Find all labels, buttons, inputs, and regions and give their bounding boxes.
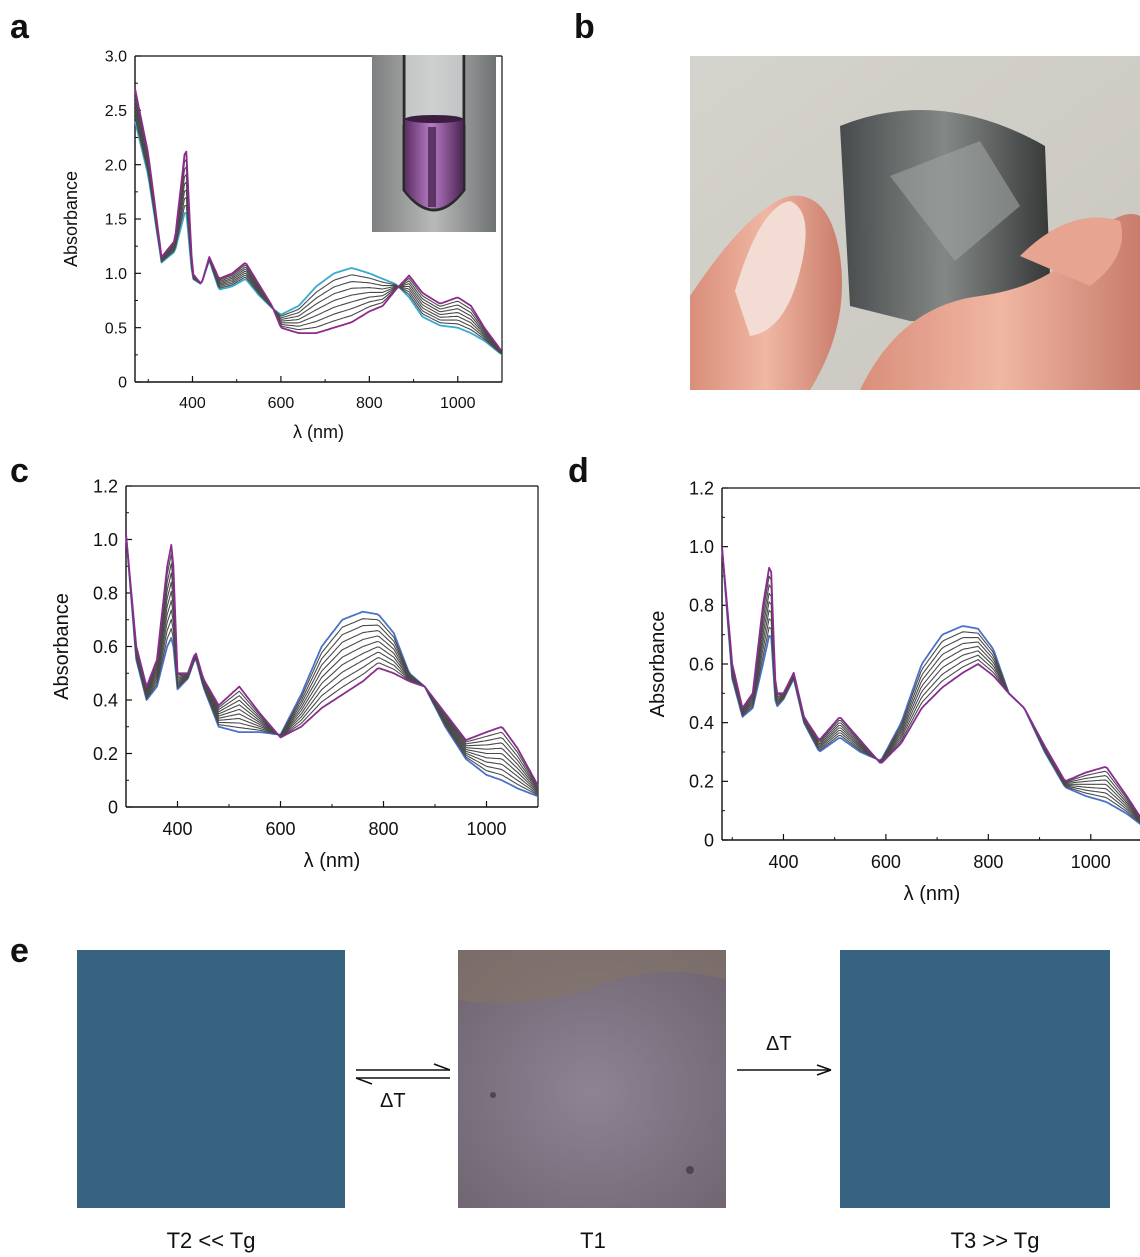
absorbance-chart-a: 0 0.5 1.0 1.5 2.0 2.5 3.0 400 600 800 1000 λ (nm) Ab… [61,49,503,442]
film-photo-t3 [840,950,1110,1208]
x-tick-label: 400 [162,819,192,839]
y-tick-label: 0.4 [93,690,118,710]
y-tick-label: 2.5 [105,103,127,120]
y-tick-label: 2.0 [105,157,127,174]
series-intermediate [125,534,539,793]
y-tick-label: 3.0 [105,49,127,66]
x-tick-label: 1000 [1071,852,1111,872]
x-axis-label: λ (nm) [904,883,961,905]
equilibrium-arrow [355,1063,451,1085]
y-tick-label: 1.0 [689,537,714,557]
x-tick-label: 800 [368,819,398,839]
y-tick-label: 0.6 [93,637,118,657]
y-tick-label: 0.6 [689,654,714,674]
x-tick-label: 800 [356,395,383,412]
x-tick-label: 600 [871,852,901,872]
x-axis-label: λ (nm) [293,422,344,442]
series-intermediate [125,534,539,796]
y-tick-label: 0.2 [689,772,714,792]
caption-t3: T3 >> Tg [950,1228,1040,1253]
absorbance-chart-c: 0 0.2 0.4 0.6 0.8 1.0 1.2 400 600 800 1000 λ (nm) Ab… [51,476,539,872]
delta-t-label-1: ΔT [380,1090,406,1112]
caption-t2: T2 << Tg [166,1228,256,1253]
series-intermediate [721,546,1140,822]
series-intermediate [721,546,1140,820]
series-intermediate [721,546,1140,821]
y-tick-label: 0.8 [689,596,714,616]
panel-letter-b: b [574,8,595,46]
film-photo-t1 [458,950,726,1208]
x-tick-label: 800 [973,852,1003,872]
x-axis-label: λ (nm) [304,850,361,872]
panel-letter-c: c [10,452,29,490]
y-axis-label: Absorbance [61,171,81,267]
y-tick-label: 0.8 [93,583,118,603]
panel-letter-a: a [10,8,29,46]
panel-letter-e: e [10,932,29,970]
absorbance-chart-d: 0 0.2 0.4 0.6 0.8 1.0 1.2 400 600 800 1000 λ (nm) Ab… [647,478,1140,905]
panel-letter-d: d [568,452,589,490]
delta-t-label-2: ΔT [766,1033,792,1055]
series-final [125,534,539,787]
series-intermediate [721,546,1140,824]
forward-arrow [737,1064,832,1076]
y-tick-label: 1.2 [689,478,714,498]
y-tick-label: 0.2 [93,744,118,764]
series-intermediate [125,534,539,790]
series-final [134,88,502,351]
y-tick-label: 1.0 [93,530,118,550]
y-axis-label: Absorbance [647,611,669,718]
x-tick-label: 1000 [466,819,506,839]
y-tick-label: 0 [118,375,127,392]
flexible-film-photo [690,56,1140,390]
x-tick-label: 1000 [440,395,476,412]
y-tick-label: 1.2 [93,476,118,496]
x-tick-label: 400 [768,852,798,872]
caption-t1: T1 [580,1228,606,1253]
y-tick-label: 0.5 [105,320,127,337]
series-final [721,546,1140,818]
y-axis-label: Absorbance [51,593,73,700]
x-tick-label: 600 [268,395,295,412]
x-tick-label: 600 [265,819,295,839]
y-tick-label: 0 [108,797,118,817]
film-photo-t2 [77,950,345,1208]
y-tick-label: 0 [704,830,714,850]
series-initial [125,534,539,798]
test-tube-photo [372,55,496,232]
series-intermediate [125,534,539,792]
series-intermediate [125,534,539,795]
series-intermediate [721,546,1140,819]
y-tick-label: 1.0 [105,266,127,283]
y-tick-label: 1.5 [105,212,127,229]
x-tick-label: 400 [179,395,206,412]
y-tick-label: 0.4 [689,713,714,733]
